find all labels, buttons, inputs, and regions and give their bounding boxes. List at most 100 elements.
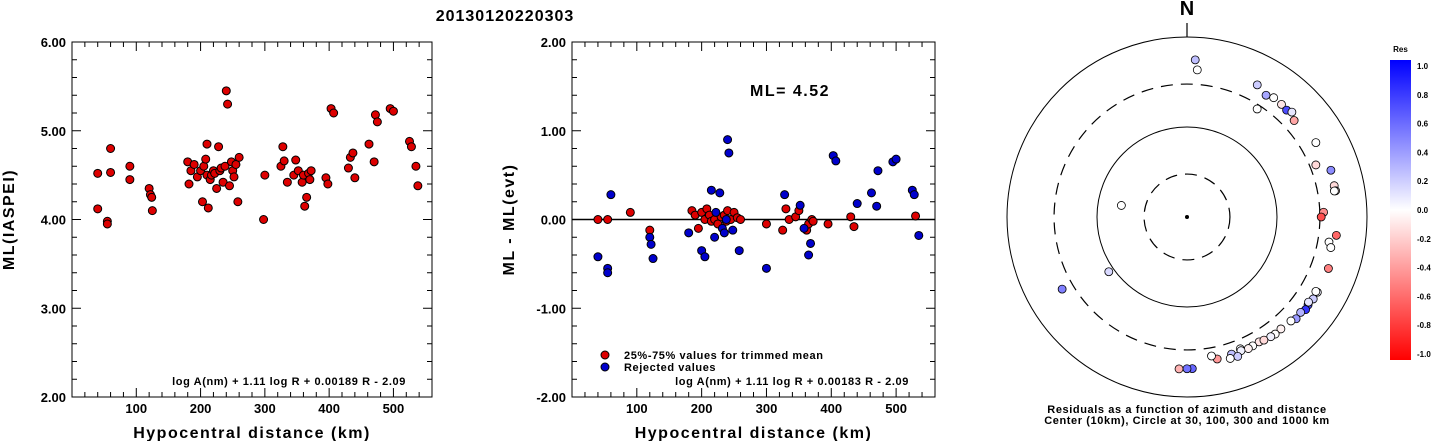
polar-station-point [1116, 201, 1126, 210]
polar-station-point [1311, 138, 1321, 148]
plot2-ylabel: ML - ML(evt) [501, 164, 518, 276]
polar-station-point [1329, 186, 1339, 196]
legend-label: 25%-75% values for trimmed mean [624, 350, 824, 362]
polar-station-point [1252, 80, 1262, 90]
plot2-point [625, 207, 635, 217]
colorbar-gradient [1390, 60, 1411, 360]
plot1-point [203, 203, 213, 213]
plot2-point [846, 212, 856, 222]
plot2-point [808, 216, 818, 226]
plot2-point [778, 225, 788, 235]
plot2-point [721, 215, 731, 224]
plot2-ytick-label: 1.00 [541, 124, 566, 139]
polar-station-point [1326, 165, 1336, 175]
plot2-ml-annotation: ML= 4.52 [750, 83, 830, 100]
plot2-xlabel: Hypocentral distance (km) [635, 425, 873, 441]
polar-station-point [1243, 344, 1253, 353]
plot1-point [147, 192, 157, 202]
plot2-point [736, 215, 746, 224]
plot1-point [279, 156, 289, 166]
plot1-point [93, 204, 103, 214]
polar-station-point [1296, 307, 1306, 317]
plot1-point [147, 206, 157, 216]
polar-caption-line2: Center (10km), Circle at 30, 100, 300 an… [1044, 415, 1330, 427]
plot2-point [719, 228, 729, 238]
plot1-point [388, 106, 398, 116]
plot1-point [291, 155, 301, 165]
polar-station-point [1207, 351, 1216, 361]
plot2-point [724, 148, 734, 158]
plot2-point [761, 263, 771, 273]
plot1-frame [71, 41, 433, 398]
plot1-point [323, 179, 333, 189]
plot2-point [795, 200, 805, 210]
plot2-point [806, 238, 816, 248]
plot2-point [872, 201, 882, 211]
plot1-point [348, 148, 358, 158]
polar-station-point [1233, 352, 1243, 361]
plot2-ytick-label: 2.00 [541, 35, 566, 50]
colorbar-tick-label: -0.2 [1417, 235, 1431, 244]
plot1-point [300, 201, 310, 211]
plot1-point [102, 219, 112, 229]
plot2-point [706, 185, 716, 195]
plot2-xtick-label: 500 [885, 401, 907, 416]
colorbar-tick-label: -0.8 [1417, 321, 1431, 330]
plot2-point [711, 207, 721, 217]
colorbar-tick-label: 1.0 [1417, 62, 1429, 71]
plot1-point [189, 159, 199, 169]
plot1-xlabel: Hypocentral distance (km) [133, 425, 371, 441]
plot2-point [723, 135, 733, 145]
legend-label: Rejected values [624, 362, 716, 374]
plot1-point [369, 157, 379, 167]
polar-station-point [1326, 243, 1336, 252]
plot1-point [225, 181, 234, 191]
polar-north-label: N [1180, 0, 1194, 20]
polar-station-point [1277, 99, 1286, 109]
polar-caption-line1: Residuals as a function of azimuth and d… [1047, 404, 1326, 416]
plot2-point [831, 156, 841, 166]
plot2-point [728, 225, 738, 235]
polar-center [1185, 215, 1189, 219]
plot1-point [229, 172, 239, 182]
polar-station-point [1311, 160, 1321, 170]
plot2-point [849, 222, 859, 232]
plot1-point [125, 175, 135, 185]
plot2-xtick-label: 200 [691, 401, 713, 416]
colorbar-tick-label: 0.6 [1417, 120, 1429, 129]
plot2-point [823, 219, 833, 229]
polar-station-point [1182, 364, 1192, 374]
polar-station-point [1104, 267, 1114, 277]
plot1-xtick-label: 100 [125, 401, 147, 416]
plot1-point [364, 139, 374, 149]
polar-station-point [1311, 286, 1321, 296]
polar-station-point [1269, 93, 1279, 103]
plot1-point [305, 175, 315, 185]
plot1-formula: log A(nm) + 1.11 log R + 0.00189 R - 2.0… [172, 376, 406, 388]
plot1-point [223, 99, 233, 109]
plot1-point [329, 108, 339, 118]
plot2-xtick-label: 100 [626, 401, 648, 416]
plot1-point [260, 170, 270, 180]
plot2-point [646, 239, 656, 249]
plot1-point [406, 142, 416, 152]
polar-station-point [1289, 116, 1299, 125]
plot2-point [593, 252, 603, 262]
polar-station-point [1324, 264, 1333, 273]
polar-station-point [1266, 332, 1276, 342]
polar-station-point [1174, 364, 1184, 374]
plot1-point [212, 183, 222, 193]
colorbar-tick-label: 0.2 [1417, 177, 1429, 186]
plot1-point [106, 144, 116, 153]
plot1-point [184, 179, 194, 189]
plot2-point [804, 250, 814, 260]
plot1-ytick-label: 3.00 [41, 301, 66, 316]
plot1-xtick-label: 300 [254, 401, 276, 416]
plot2-point [603, 215, 613, 224]
polar-station-point [1287, 107, 1297, 117]
plot1-point [202, 139, 212, 149]
polar-station-point [1286, 316, 1296, 326]
plot2-point [780, 190, 790, 200]
plot1-point [282, 177, 292, 187]
plot1-point [306, 166, 316, 176]
